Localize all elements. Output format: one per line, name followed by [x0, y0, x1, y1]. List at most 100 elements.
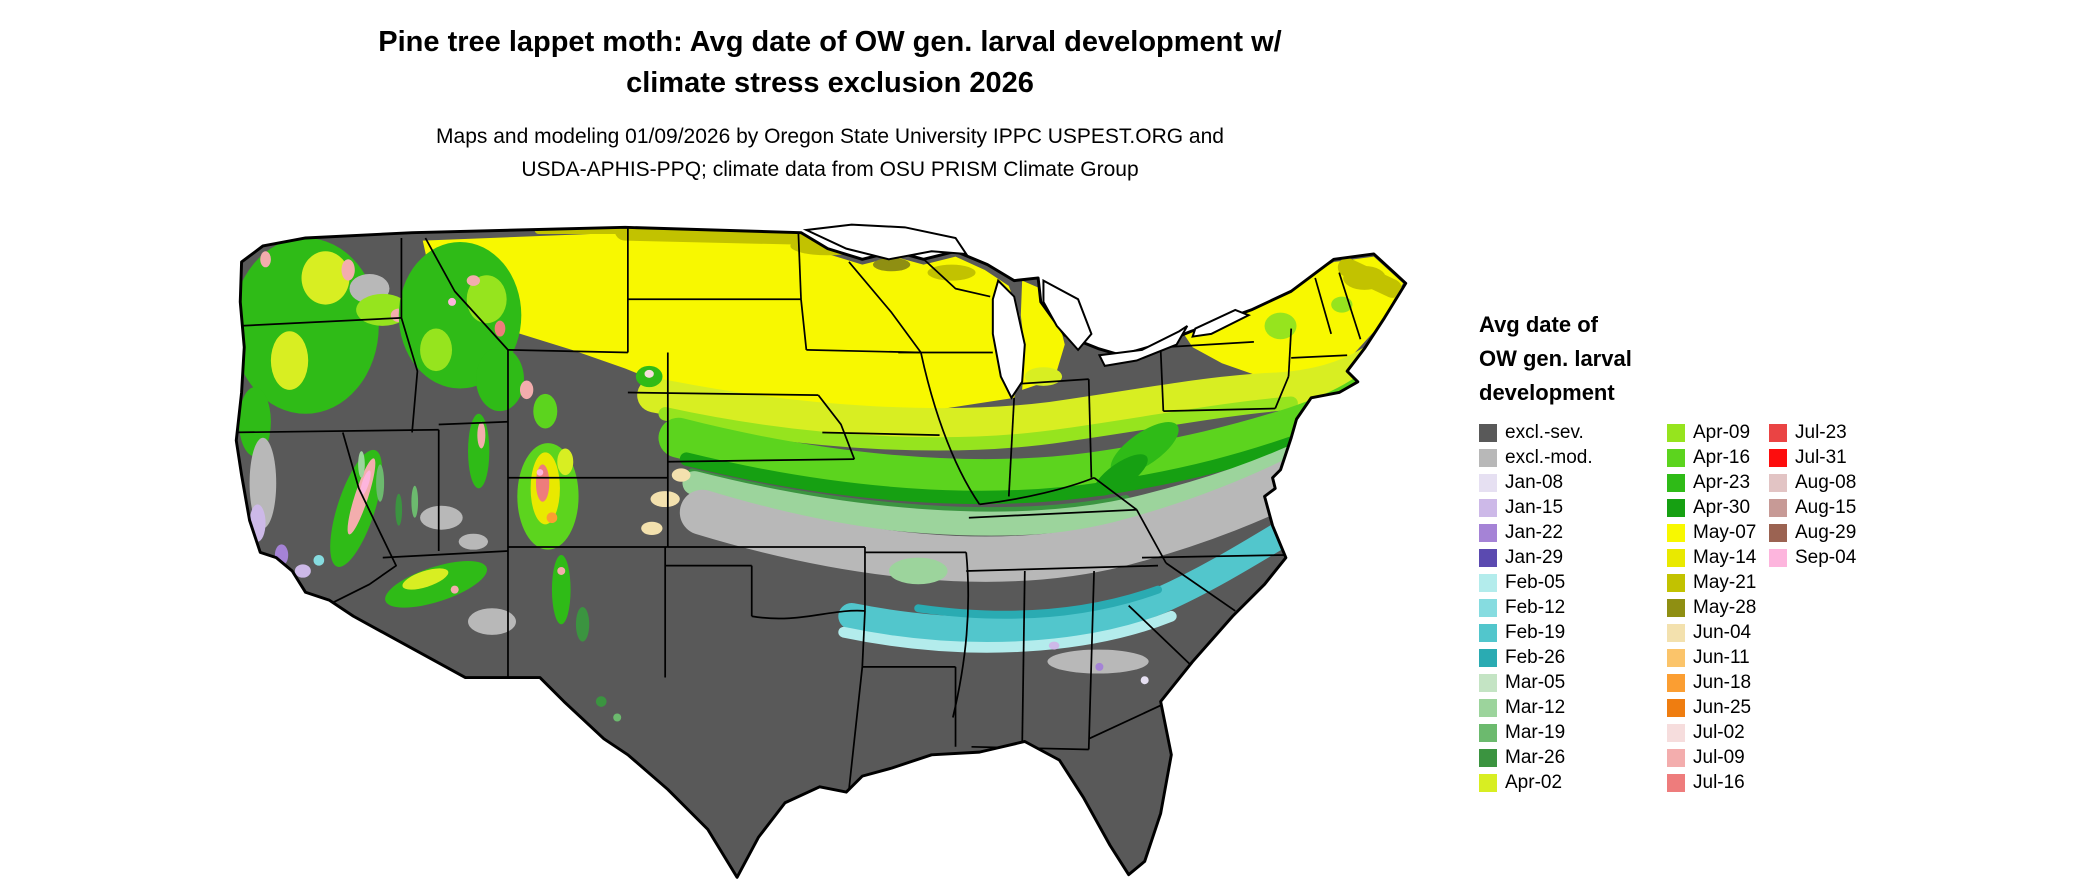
legend-swatch: [1667, 673, 1685, 692]
map-raster-patch: [914, 585, 1162, 619]
legend-swatch: [1769, 448, 1787, 467]
legend-label: Apr-09: [1693, 421, 1751, 443]
map-raster-patch: [1021, 570, 1026, 750]
map-raster-patch: [450, 585, 459, 594]
legend-label: Aug-08: [1795, 471, 1857, 493]
legend-item-Feb-05: Feb-05: [1479, 570, 1593, 595]
legend-swatch: [1667, 623, 1685, 642]
map-raster-patch: [968, 508, 1137, 519]
map-raster-patch: [822, 431, 940, 436]
map-raster-patch: [797, 232, 802, 300]
legend-swatch: [1479, 773, 1497, 792]
map-raster-patch: [1093, 454, 1148, 496]
map-raster-patch: [1314, 277, 1332, 335]
legend-label: Jul-09: [1693, 746, 1745, 768]
legend-swatch: [1667, 748, 1685, 767]
map-title-line-2: climate stress exclusion 2026: [626, 66, 1034, 99]
map-raster-patch: [551, 555, 571, 625]
map-raster-patch: [1135, 509, 1167, 564]
legend-item-Mar-19: Mar-19: [1479, 720, 1593, 745]
legend-swatch: [1667, 648, 1685, 667]
map-raster-patch: [424, 237, 509, 351]
legend-item-excl.-mod.: excl.-mod.: [1479, 445, 1593, 470]
legend-label: May-21: [1693, 571, 1757, 593]
legend-label: Mar-12: [1505, 696, 1566, 718]
map-raster-patch: [627, 391, 819, 397]
map-raster-patch: [238, 317, 402, 327]
map-raster-patch: [1343, 265, 1386, 290]
legend-item-Aug-29: Aug-29: [1769, 520, 1856, 545]
map-subtitle-line-1: Maps and modeling 01/09/2026 by Oregon S…: [436, 125, 1224, 149]
legend-swatch: [1479, 748, 1497, 767]
map-raster-patch: [920, 255, 991, 298]
map-raster-patch: [438, 420, 509, 426]
legend-item-Aug-15: Aug-15: [1769, 495, 1856, 520]
map-raster-patch: [1338, 272, 1362, 340]
legend-label: Jun-18: [1693, 671, 1752, 693]
map-raster-patch: [1047, 649, 1149, 674]
legend-label: Aug-29: [1795, 521, 1857, 543]
legend-label: Mar-19: [1505, 721, 1566, 743]
map-raster-patch: [236, 428, 439, 434]
legend-swatch: [1769, 523, 1787, 542]
map-raster-patch: [260, 251, 271, 268]
map-raster-patch: [1095, 662, 1104, 671]
map-raster-patch: [613, 713, 622, 722]
map-raster-patch: [466, 275, 481, 286]
legend-label: Jan-08: [1505, 471, 1564, 493]
map-raster-patch: [968, 233, 993, 245]
map-raster-patch: [1048, 641, 1060, 650]
legend-item-Feb-12: Feb-12: [1479, 595, 1593, 620]
map-raster-patch: [861, 610, 866, 667]
legend-swatch: [1667, 473, 1685, 492]
map-raster-patch: [1264, 312, 1297, 340]
legend-item-Mar-26: Mar-26: [1479, 745, 1593, 770]
legend-swatch: [1667, 498, 1685, 517]
map-raster-patch: [637, 345, 1389, 443]
legend-label: Jun-11: [1693, 646, 1750, 668]
map-raster-patch: [1140, 676, 1149, 685]
legend: Avg date of OW gen. larval development e…: [1479, 308, 2079, 840]
map-raster-patch: [671, 468, 691, 482]
legend-label: Aug-15: [1795, 496, 1857, 518]
map-raster-patch: [679, 433, 1306, 505]
map-raster-patch: [341, 259, 355, 281]
legend-item-Jun-25: Jun-25: [1667, 695, 1756, 720]
legend-swatch: [1479, 648, 1497, 667]
map-raster-patch: [682, 433, 1330, 536]
map-raster-patch: [1093, 477, 1138, 511]
legend-label: Mar-26: [1505, 746, 1566, 768]
lake-ontario: [1191, 308, 1252, 338]
map-raster-patch: [644, 369, 654, 378]
legend-label: May-28: [1693, 596, 1757, 618]
legend-label: Jun-04: [1693, 621, 1752, 643]
legend-column-1: excl.-sev. excl.-mod. Jan-08 Jan-15 Jan-22 Ja…: [1479, 420, 1593, 795]
map-raster-patch: [420, 328, 453, 372]
legend-label: Apr-16: [1693, 446, 1751, 468]
map-raster-patch: [468, 413, 490, 489]
map-raster-patch: [395, 493, 403, 526]
legend-item-May-07: May-07: [1667, 520, 1756, 545]
legend-label: Jul-16: [1693, 771, 1745, 793]
map-raster-patch: [270, 331, 309, 390]
map-raster-patch: [294, 564, 311, 578]
legend-item-Jul-31: Jul-31: [1769, 445, 1856, 470]
legend-item-Apr-02: Apr-02: [1479, 770, 1593, 795]
legend-label: Jul-23: [1795, 421, 1847, 443]
legend-item-Jul-16: Jul-16: [1667, 770, 1756, 795]
legend-label: Jan-29: [1505, 546, 1564, 568]
legend-swatch: [1667, 523, 1685, 542]
legend-swatch: [1667, 573, 1685, 592]
map-raster-patch: [466, 275, 507, 324]
legend-swatch: [1479, 598, 1497, 617]
map-raster-patch: [557, 566, 566, 575]
map-raster-patch: [1163, 341, 1254, 349]
map-raster-patch: [1128, 604, 1191, 665]
map-raster-patch: [658, 396, 1298, 451]
map-raster-patch: [519, 380, 534, 400]
legend-item-Jan-08: Jan-08: [1479, 470, 1593, 495]
lake-huron: [1042, 278, 1093, 352]
legend-item-Sep-04: Sep-04: [1769, 545, 1856, 570]
map-raster-patch: [358, 451, 365, 478]
